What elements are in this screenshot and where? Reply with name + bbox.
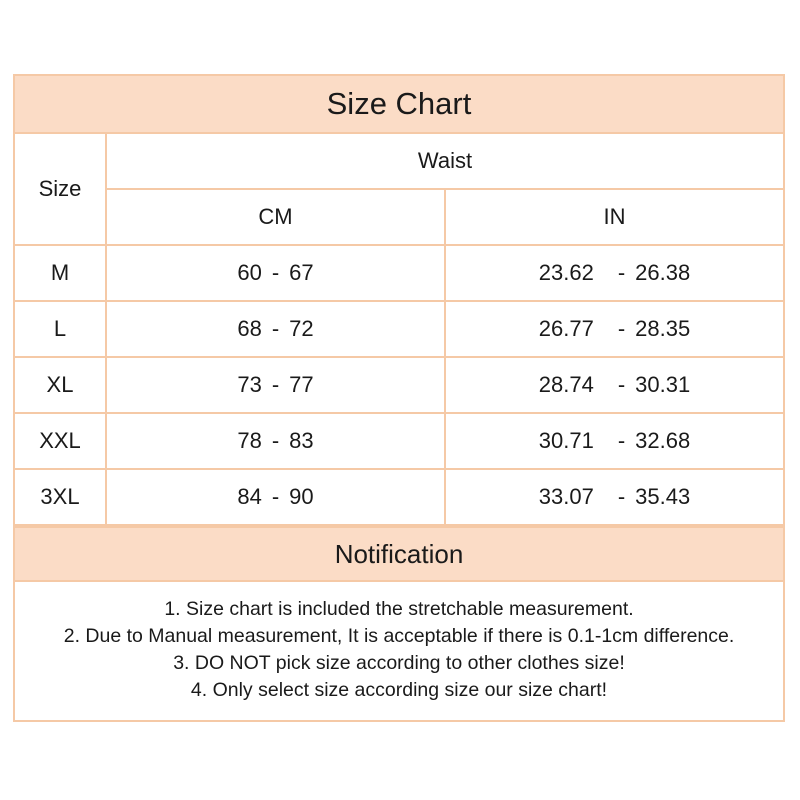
waist-header: Waist xyxy=(105,134,783,190)
size-cell: M xyxy=(15,244,107,302)
range-separator: - xyxy=(617,484,626,509)
range-separator: - xyxy=(617,428,626,453)
in-range-cell: 26.77-28.35 xyxy=(444,300,783,358)
in-max: 35.43 xyxy=(635,484,691,509)
in-range-cell: 30.71-32.68 xyxy=(444,412,783,470)
table-row: XL 73-77 28.74-30.31 xyxy=(15,356,783,414)
size-chart-frame: Size Chart Size Waist CM IN M 60-67 23.6… xyxy=(13,74,785,722)
size-table: Size Waist CM IN M 60-67 23.62-26.38 L 6… xyxy=(15,134,783,526)
cm-max: 90 xyxy=(289,484,314,509)
note-item: 1. Size chart is included the stretchabl… xyxy=(164,598,634,620)
range-separator: - xyxy=(271,316,280,341)
cm-range-cell: 73-77 xyxy=(105,356,446,414)
range-separator: - xyxy=(617,316,626,341)
notification-title: Notification xyxy=(15,526,783,582)
table-row: L 68-72 26.77-28.35 xyxy=(15,300,783,358)
range-separator: - xyxy=(617,260,626,285)
table-row: M 60-67 23.62-26.38 xyxy=(15,244,783,302)
cm-header: CM xyxy=(106,188,446,246)
note-item: 4. Only select size according size our s… xyxy=(190,679,608,701)
cm-min: 78 xyxy=(237,428,262,453)
size-column-header: Size xyxy=(15,134,107,246)
header-row-units: CM IN xyxy=(15,188,783,246)
notification-notes: 1. Size chart is included the stretchabl… xyxy=(15,596,783,704)
note-item: 2. Due to Manual measurement, It is acce… xyxy=(63,625,735,647)
cm-max: 67 xyxy=(289,260,314,285)
cm-range-cell: 68-72 xyxy=(105,300,446,358)
in-range-cell: 28.74-30.31 xyxy=(444,356,783,414)
in-min: 28.74 xyxy=(538,372,594,397)
cm-range-cell: 78-83 xyxy=(105,412,446,470)
in-max: 28.35 xyxy=(635,316,691,341)
cm-max: 72 xyxy=(289,316,314,341)
size-cell: XXL xyxy=(15,412,107,470)
range-separator: - xyxy=(271,428,280,453)
cm-min: 68 xyxy=(237,316,262,341)
cm-min: 73 xyxy=(237,372,262,397)
in-range-cell: 23.62-26.38 xyxy=(444,244,783,302)
chart-title: Size Chart xyxy=(15,76,783,134)
in-max: 32.68 xyxy=(635,428,691,453)
in-min: 30.71 xyxy=(538,428,594,453)
size-cell: XL xyxy=(15,356,107,414)
cm-min: 60 xyxy=(237,260,262,285)
in-header: IN xyxy=(444,188,783,246)
size-cell: 3XL xyxy=(15,468,107,526)
note-item: 3. DO NOT pick size according to other c… xyxy=(173,652,625,674)
cm-max: 83 xyxy=(289,428,314,453)
in-min: 26.77 xyxy=(538,316,594,341)
cm-range-cell: 60-67 xyxy=(105,244,446,302)
table-row: XXL 78-83 30.71-32.68 xyxy=(15,412,783,470)
in-min: 23.62 xyxy=(538,260,594,285)
in-max: 26.38 xyxy=(635,260,691,285)
in-min: 33.07 xyxy=(538,484,594,509)
in-range-cell: 33.07-35.43 xyxy=(444,468,783,526)
header-row-top: Size Waist xyxy=(15,134,783,246)
range-separator: - xyxy=(271,484,280,509)
range-separator: - xyxy=(271,372,280,397)
size-cell: L xyxy=(15,300,107,358)
cm-max: 77 xyxy=(289,372,314,397)
in-max: 30.31 xyxy=(635,372,691,397)
cm-min: 84 xyxy=(237,484,262,509)
range-separator: - xyxy=(617,372,626,397)
range-separator: - xyxy=(271,260,280,285)
cm-range-cell: 84-90 xyxy=(105,468,446,526)
table-row: 3XL 84-90 33.07-35.43 xyxy=(15,468,783,526)
